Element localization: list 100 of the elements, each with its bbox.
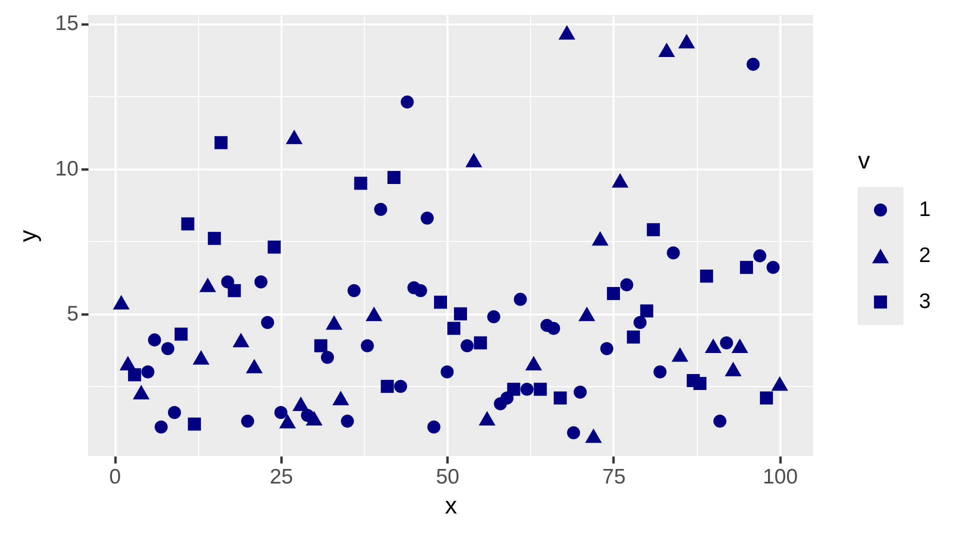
point (554, 391, 567, 404)
point (380, 380, 394, 393)
point (168, 406, 181, 419)
point (174, 328, 188, 341)
point (771, 376, 788, 391)
point (394, 380, 408, 393)
point (246, 358, 263, 374)
point (279, 414, 296, 428)
point (286, 130, 303, 144)
point (132, 384, 150, 400)
point (547, 322, 560, 335)
point (620, 278, 634, 292)
point (460, 339, 474, 352)
point (534, 382, 547, 396)
point (678, 34, 695, 48)
point (199, 278, 216, 292)
y-tick-label: 15 (55, 12, 78, 36)
x-tick-label: 25 (270, 466, 294, 488)
point (306, 411, 323, 426)
point (704, 338, 722, 353)
point (606, 287, 620, 300)
point (326, 315, 342, 330)
point (340, 414, 354, 428)
point (154, 420, 168, 434)
x-tick-label: 0 (109, 466, 121, 488)
point (507, 382, 520, 396)
point (148, 333, 162, 346)
y-tick-label: 5 (66, 302, 78, 326)
point (192, 350, 210, 365)
point (268, 240, 281, 254)
point (420, 212, 434, 225)
point (320, 350, 334, 364)
point (654, 365, 667, 378)
point (753, 249, 766, 262)
y-tick-label: 10 (55, 157, 78, 180)
point (241, 414, 254, 428)
point (414, 284, 428, 298)
point (261, 316, 274, 330)
legend-title: v (858, 148, 870, 174)
point (440, 365, 454, 378)
point (314, 339, 328, 352)
point (292, 396, 310, 412)
point (558, 25, 576, 40)
point (400, 96, 414, 109)
legend-label: 2 (919, 244, 931, 267)
point (731, 338, 748, 353)
point (274, 406, 288, 419)
point (646, 223, 660, 236)
point (208, 232, 221, 245)
point (454, 307, 467, 320)
point (612, 173, 628, 188)
point (700, 270, 714, 283)
point (161, 342, 174, 356)
point (693, 376, 706, 390)
point (514, 292, 527, 306)
point (720, 336, 734, 350)
point (254, 275, 268, 288)
point (626, 330, 640, 344)
x-tick-label: 75 (602, 466, 626, 488)
x-axis-title: x (445, 492, 457, 520)
point (360, 339, 374, 352)
point (634, 316, 647, 330)
point (354, 176, 368, 190)
point (640, 304, 654, 318)
y-axis-title: y (15, 230, 42, 242)
point (760, 391, 773, 404)
point (585, 428, 602, 443)
point (574, 386, 587, 399)
point (434, 296, 448, 309)
point (474, 336, 487, 350)
point (525, 356, 542, 370)
point (478, 411, 496, 426)
legend-label: 1 (919, 198, 931, 221)
point (214, 136, 228, 150)
point (520, 382, 534, 396)
point (374, 202, 388, 216)
point (348, 284, 361, 298)
point (600, 342, 614, 356)
point (387, 170, 400, 184)
point (658, 42, 676, 58)
point (740, 260, 754, 274)
point (487, 310, 500, 324)
point (332, 390, 350, 406)
point (746, 58, 760, 71)
point (188, 418, 201, 431)
point (128, 368, 142, 382)
point (724, 362, 742, 376)
x-tick-label: 100 (762, 466, 798, 488)
point (112, 294, 130, 310)
point (427, 420, 440, 434)
point (666, 246, 680, 260)
point (672, 347, 688, 362)
point (578, 306, 596, 322)
point (366, 306, 382, 322)
point (228, 284, 241, 298)
point (567, 426, 580, 440)
point (592, 231, 609, 246)
legend-label: 3 (919, 290, 931, 313)
point (766, 260, 780, 274)
x-tick-label: 50 (436, 466, 460, 488)
